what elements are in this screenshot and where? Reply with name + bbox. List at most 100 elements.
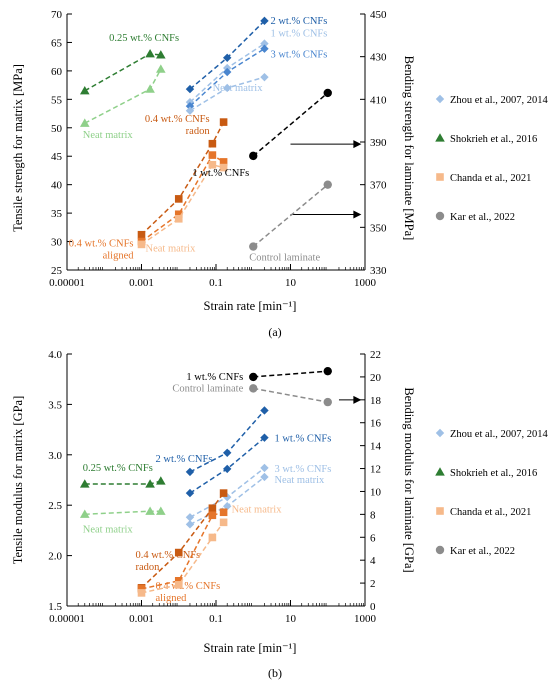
y2-tick-label: 22 [370,349,381,361]
series-line [140,121,225,236]
data-point [249,242,258,251]
series-line [253,387,328,403]
y2-tick-label: 20 [370,372,382,384]
series-label: Neat matrix [83,524,134,535]
series-line [252,92,329,157]
data-point [145,49,155,58]
y2-tick-label: 14 [370,441,382,453]
data-point [208,511,217,520]
series-label: Control laminate [172,383,243,394]
panel-a-y2label: Bending strength for laminate [MPa] [402,56,416,241]
legend-marker [435,428,445,438]
series-label: 1 wt.% CNFs [186,372,243,383]
legend-label: Zhou et al., 2007, 2014 [450,429,548,440]
legend-marker [436,507,444,515]
data-point [208,139,217,148]
series: 0.25 wt.% CNFs [79,33,179,95]
series: 1 wt.% CNFs [186,366,332,383]
panel-a-xlabel: Strain rate [min⁻¹] [204,299,297,313]
legend-label: Zhou et al., 2007, 2014 [450,95,548,106]
data-point [145,479,155,488]
panel-b-y2label: Bending modulus for laminate [GPa] [402,387,416,572]
y-tick-label: 45 [51,151,63,163]
panel-b-ylabel: Tensile modulus for matrix [GPa] [11,396,25,565]
data-point [219,518,228,527]
y2-tick-label: 6 [370,532,376,544]
data-point [208,151,217,159]
data-point [174,577,183,585]
data-point [137,589,146,597]
y-tick-label: 35 [51,208,63,220]
data-point [219,158,228,166]
y2-tick-label: 410 [370,94,387,106]
series: Neat matrix [185,472,325,529]
legend-label: Chanda et al., 2021 [450,507,531,518]
series-label: 2 wt.% CNFs [156,454,213,465]
y2-tick-label: 0 [370,601,376,613]
data-point [156,50,166,59]
y2-tick-label: 330 [370,265,387,277]
legend-marker [435,545,445,555]
data-point [223,53,232,63]
x-tick-label: 10 [285,277,297,289]
data-point [185,520,195,529]
y-tick-label: 4.0 [48,349,62,361]
data-point [185,513,195,522]
data-point [249,372,258,382]
x-tick-label: 0.00001 [49,277,85,289]
series: 1 wt.% CNFs [185,29,327,107]
y2-tick-label: 16 [370,418,382,430]
series-line [141,154,224,243]
y-tick-label: 65 [51,37,63,49]
y-tick-label: 60 [51,66,63,78]
series-label: Neat matrix [232,504,283,515]
data-point [156,506,166,515]
legend-marker [435,467,445,476]
x-tick-label: 0.001 [129,277,154,289]
series-label: 3 wt.% CNFs [274,464,331,475]
legend-marker [435,94,445,104]
series-label: 2 wt.% CNFs [270,16,327,27]
data-point [79,479,90,488]
series-line [140,492,225,589]
series: 2 wt.% CNFs [156,406,269,477]
arrow-head [353,140,362,149]
series: 1 wt.% CNFs [185,433,331,498]
series-label: Neat matrix [146,243,197,254]
series-label: 0.4 wt.% CNFs radon [136,550,201,573]
series-line [253,370,328,378]
data-point [174,195,183,203]
x-tick-label: 1000 [354,613,377,625]
data-point [137,230,146,239]
arrow-head [353,395,362,404]
series: Neat matrix [137,504,283,597]
x-tick-label: 10 [285,613,297,625]
data-point [323,366,332,376]
data-point [185,84,195,94]
series-label: 1 wt.% CNFs [192,168,249,179]
series-label: 0.4 wt.% CNFs aligned [156,581,221,604]
data-point [260,463,269,473]
data-point [208,533,217,542]
series-label: Control laminate [249,253,320,264]
data-point [79,86,90,95]
series: 0.4 wt.% CNFs radon [137,114,228,239]
data-point [185,106,195,115]
y2-tick-label: 370 [370,180,387,192]
series: Control laminate [172,383,332,407]
series-label: 0.4 wt.% CNFs aligned [69,239,135,262]
series: 0.25 wt.% CNFs [79,463,166,488]
data-point [223,448,232,457]
y-tick-label: 1.5 [48,601,62,613]
y-tick-label: 2.5 [48,500,62,512]
y2-tick-label: 390 [370,137,387,149]
y-tick-label: 3.5 [48,399,62,411]
data-point [249,151,258,161]
panel-b: (b) Strain rate [min⁻¹] Tensile modulus … [11,387,416,680]
data-point [219,508,228,517]
series: Neat matrix [79,64,166,141]
y-tick-label: 2.0 [48,551,62,563]
series-label: 1 wt.% CNFs [274,434,331,445]
y2-tick-label: 350 [370,222,387,234]
